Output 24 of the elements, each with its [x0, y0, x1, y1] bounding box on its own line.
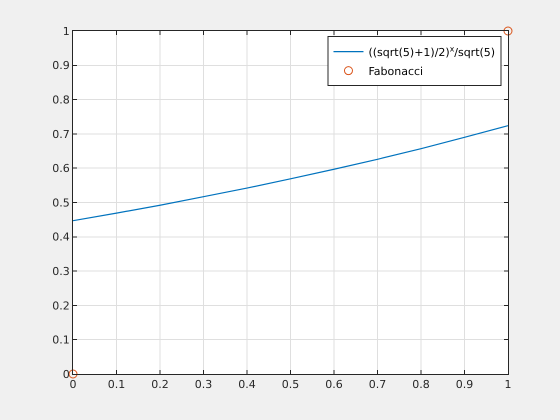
x-tick-label: 0.5: [282, 378, 300, 392]
y-tick-label: 0.3: [52, 264, 70, 278]
x-tick-label: 0.8: [412, 378, 430, 392]
legend-label: ((sqrt(5)+1)/2)$^{x}$/sqrt(5): [368, 44, 496, 59]
y-tick-label: 0.1: [52, 334, 70, 347]
y-tick-label: 0.9: [52, 59, 70, 72]
y-tick-label: 1: [62, 24, 70, 38]
x-tick-label: 0.1: [108, 378, 126, 392]
line-series: [73, 125, 508, 222]
x-tick-label: 0.4: [238, 378, 256, 392]
x-tick-label: 0.3: [194, 378, 212, 392]
y-tick-label: 0.5: [52, 196, 70, 210]
x-tick-label: 0.9: [456, 378, 474, 392]
legend-label: Fabonacci: [368, 64, 424, 78]
x-tick-label: 0.2: [151, 378, 169, 392]
x-tick-label: 0.6: [325, 378, 343, 392]
x-tick-label: 0.7: [368, 378, 386, 392]
x-tick-label: 1: [504, 378, 512, 392]
y-tick-label: 0.2: [52, 299, 70, 312]
y-tick-label: 0.4: [52, 230, 70, 244]
y-tick-label: 0.6: [52, 162, 70, 176]
y-tick-label: 0: [62, 368, 70, 381]
y-tick-label: 0.7: [52, 128, 70, 141]
y-tick-label: 0.8: [52, 93, 70, 106]
